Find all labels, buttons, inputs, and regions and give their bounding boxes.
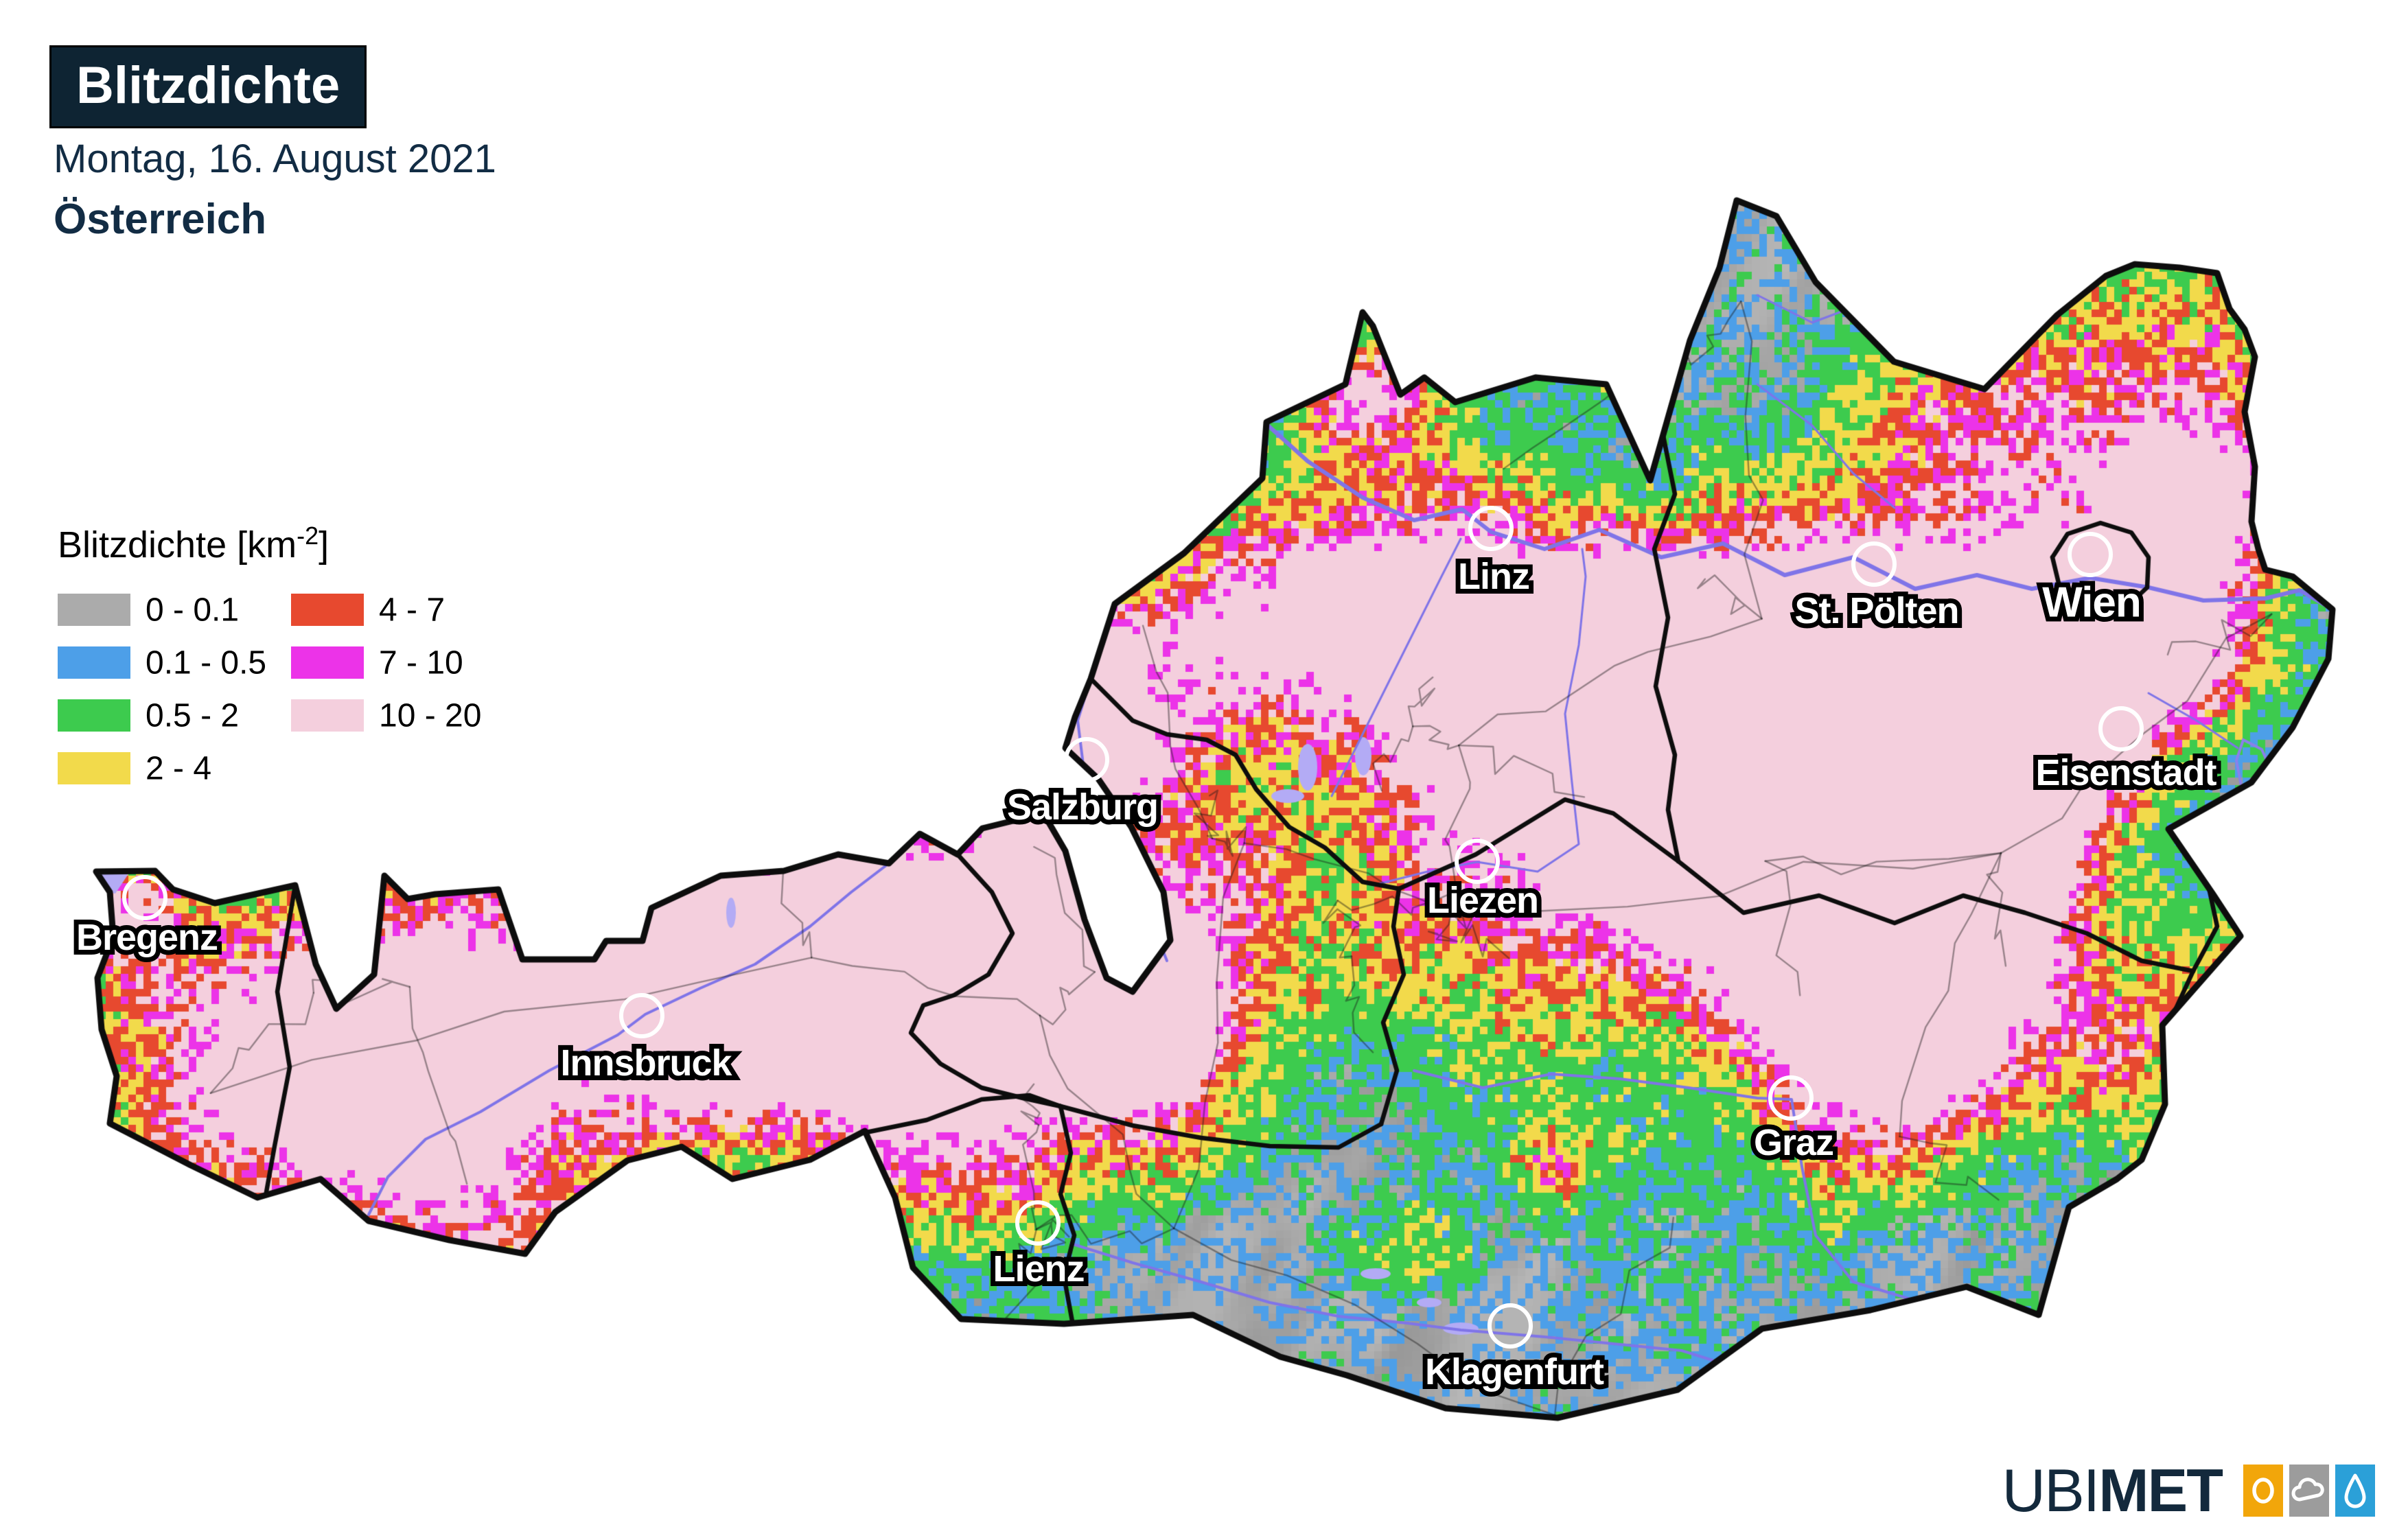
ubimet-wordmark-bold: MET [2098,1456,2223,1524]
legend-range-label: 4 - 7 [379,592,445,629]
city-label-bregenz: Bregenz [76,916,218,959]
city-marker-lienz [1015,1200,1061,1246]
legend-swatch-red [291,594,364,626]
legend-title-bracket: ] [319,524,329,565]
city-marker-salzburg [1064,737,1109,782]
legend-range-label: 2 - 4 [146,750,212,787]
legend-title-text: Blitzdichte [km [58,524,297,565]
city-marker-linz [1468,506,1514,551]
title-box: Blitzdichte [49,45,367,128]
city-label-eisenstadt: Eisenstadt [2035,751,2216,794]
legend-swatch-gray [58,594,130,626]
date-label: Montag, 16. August 2021 [54,137,496,181]
city-label-lienz: Lienz [993,1248,1085,1290]
sun-icon [2243,1465,2283,1517]
cloud-icon [2289,1465,2329,1517]
legend-range-label: 0.5 - 2 [146,697,240,734]
city-marker-eisenstadt [2098,706,2144,751]
legend-items: 0 - 0.1 0.1 - 0.5 0.5 - 2 2 - 4 4 - 7 7 - 10 1… [58,592,621,820]
city-label-graz: Graz [1754,1121,1834,1164]
legend-range-label: 10 - 20 [379,697,482,734]
drop-icon [2335,1465,2375,1517]
legend-swatch-pink [291,699,364,732]
ubimet-wordmark: UBIMET [2002,1460,2223,1521]
city-marker-innsbruck [619,993,664,1038]
page-title: Blitzdichte [76,56,340,115]
legend-swatch-magenta [291,646,364,679]
legend-range-label: 0.1 - 0.5 [146,644,267,681]
legend-swatch-green [58,699,130,732]
city-label-wien: Wien [2042,579,2142,627]
legend-range-label: 7 - 10 [379,644,463,681]
city-marker-klagenfurt [1487,1303,1533,1349]
legend-range-label: 0 - 0.1 [146,592,240,629]
city-label-innsbruck: Innsbruck [560,1042,732,1084]
city-marker-bregenz [122,875,167,920]
city-marker-st-p-lten [1851,541,1897,587]
ubimet-icon-row [2237,1465,2375,1517]
city-label-salzburg: Salzburg [1007,786,1159,828]
city-marker-graz [1768,1075,1814,1121]
legend-title: Blitzdichte [km-2] [58,522,621,566]
city-marker-wien [2068,532,2113,577]
city-label-liezen: Liezen [1427,879,1539,922]
city-label-st-p-lten: St. Pölten [1794,590,1959,632]
ubimet-wordmark-light: UBI [2002,1456,2100,1524]
legend: Blitzdichte [km-2] 0 - 0.1 0.1 - 0.5 0.5 -… [58,522,621,820]
ubimet-logo: UBIMET [2002,1460,2375,1521]
legend-title-superscript: -2 [297,522,319,550]
city-label-klagenfurt: Klagenfurt [1425,1351,1604,1393]
legend-swatch-blue [58,646,130,679]
city-marker-liezen [1455,839,1500,884]
city-label-linz: Linz [1458,555,1530,598]
region-label: Österreich [54,196,267,243]
legend-swatch-yellow [58,752,130,784]
